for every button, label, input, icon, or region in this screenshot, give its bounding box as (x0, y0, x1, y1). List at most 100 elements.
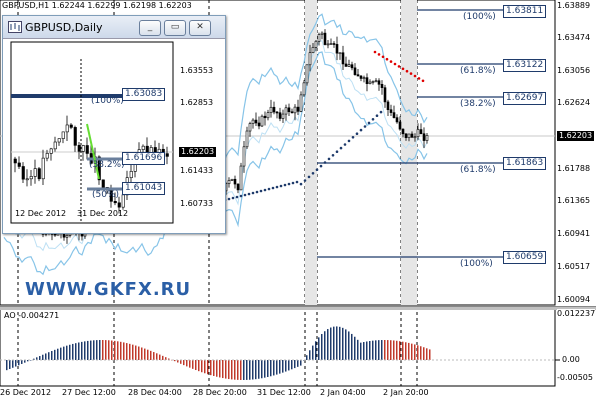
candle-body (308, 52, 312, 66)
mini-fib-label-50: (50%) (92, 190, 120, 200)
fib-value-382: 1.62697 (503, 92, 547, 105)
time-axis-label: 2 Jan 20:00 (383, 388, 429, 397)
close-button[interactable]: ✕ (189, 20, 211, 36)
ao-bar (174, 360, 176, 362)
mini-candle-body (33, 168, 37, 177)
ao-bar (57, 348, 59, 360)
time-axis-label: 31 Dec 12:00 (257, 388, 311, 397)
mini-candle-body (77, 145, 81, 152)
candle-body (65, 235, 69, 238)
sar-dot (385, 57, 389, 61)
ao-bar (384, 340, 386, 360)
candle-body (266, 112, 270, 119)
mini-candle-body (41, 157, 45, 180)
window-title: GBPUSD,Daily (25, 21, 103, 34)
sar-dot (231, 196, 235, 200)
mini-candle-body (49, 148, 53, 154)
candle-body (389, 109, 393, 113)
fib-label-100-low: (100%) (460, 259, 493, 269)
ao-bar (246, 360, 248, 380)
ao-bar (81, 341, 83, 360)
ao-bar (270, 360, 272, 377)
mini-fib-trend-line (86, 123, 100, 180)
mini-current-price: 1.62203 (179, 147, 217, 157)
ao-bar (93, 340, 95, 360)
sar-dot (347, 139, 351, 143)
watermark-logo: WWW.GKFX.RU (25, 279, 192, 300)
ao-bar (225, 360, 227, 379)
window-titlebar[interactable]: GBPUSD,Daily _ ▭ ✕ (3, 16, 225, 39)
price-axis-label: 1.63056 (557, 66, 591, 76)
sar-dot (379, 110, 383, 114)
fib-value-618-low: 1.61863 (503, 157, 547, 170)
price-axis-label: 1.61365 (557, 196, 591, 206)
ao-bar (318, 337, 320, 360)
ao-bar (186, 360, 188, 367)
restore-button[interactable]: ▭ (164, 20, 186, 36)
ao-bar (411, 343, 413, 360)
ao-bar (291, 360, 293, 370)
sar-dot (283, 183, 287, 187)
sar-dot (287, 182, 291, 186)
ao-bar (63, 346, 65, 360)
fib-value-618-top: 1.63122 (503, 59, 547, 72)
sar-dot (355, 132, 359, 135)
candle-body (392, 112, 396, 118)
ao-bar (381, 340, 383, 360)
mini-fib-lines (11, 94, 122, 191)
ao-bar (108, 340, 110, 360)
price-axis-label: 1.60517 (557, 262, 591, 272)
candle-body (305, 64, 309, 84)
sar-dot (307, 175, 311, 179)
ao-bar (423, 347, 425, 360)
candle-body (383, 87, 387, 103)
ao-bar (219, 360, 221, 378)
ao-bar (159, 354, 161, 360)
minimize-button[interactable]: _ (139, 20, 161, 36)
candle-body (323, 32, 327, 45)
ao-bar (195, 360, 197, 371)
indicator-label: AO -0.004271 (4, 311, 60, 320)
mini-candle-body (85, 145, 89, 154)
ao-bar (210, 360, 212, 376)
ao-bar (306, 355, 308, 360)
ao-bar (183, 360, 185, 366)
sar-dot (339, 146, 343, 150)
ao-bar (321, 334, 323, 360)
candle-body (53, 233, 57, 236)
candle-body (338, 52, 342, 55)
candle-body (296, 106, 300, 112)
time-axis-label: 2 Jan 04:00 (320, 388, 366, 397)
gbpusd-daily-window[interactable]: GBPUSD,Daily _ ▭ ✕ 1.63553 1.62853 1.622… (2, 15, 226, 234)
ao-bar (312, 345, 314, 360)
sar-dot (331, 154, 335, 157)
ao-bar (408, 342, 410, 360)
ao-bar (177, 360, 179, 363)
sar-dot (359, 128, 363, 132)
ao-bar (258, 360, 260, 379)
mini-candle-body (29, 176, 33, 180)
sar-dot (291, 181, 295, 185)
ao-bar (294, 360, 296, 369)
sar-dot (413, 74, 417, 78)
ao-bar (414, 344, 416, 360)
mini-candle-body (37, 168, 41, 180)
candle-body (314, 40, 318, 48)
ao-bar (336, 326, 338, 360)
mini-axis-2: 1.62853 (180, 98, 214, 108)
ao-bar (9, 360, 11, 369)
candle-body (275, 111, 279, 114)
ao-bar (243, 360, 245, 380)
ao-bar (429, 349, 431, 360)
candle-body (302, 82, 306, 96)
subwindow-splitter[interactable] (0, 306, 596, 310)
candle-body (329, 43, 333, 45)
ao-bar (12, 360, 14, 368)
ao-bar (231, 360, 233, 380)
sar-dot (271, 186, 275, 190)
candle-body (404, 133, 408, 138)
ao-bar (45, 353, 47, 360)
ao-bar (180, 360, 182, 364)
ao-bar (297, 360, 299, 367)
